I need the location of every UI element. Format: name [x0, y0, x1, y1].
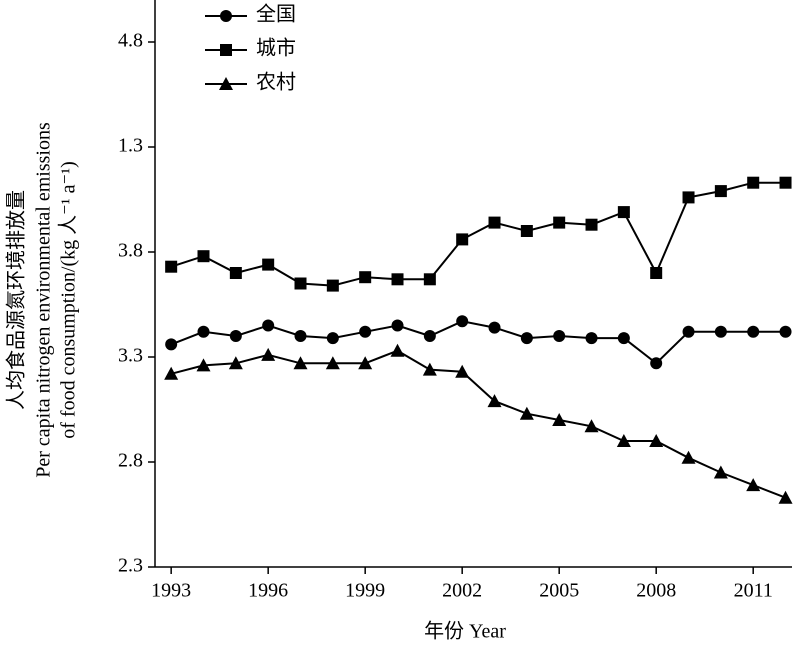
marker: [455, 364, 470, 378]
marker: [456, 315, 469, 328]
marker: [391, 319, 404, 332]
y-tick-label: 3.3: [118, 345, 143, 367]
marker: [519, 406, 534, 420]
legend-label: 全国: [256, 3, 296, 26]
legend-marker: [219, 77, 233, 90]
marker: [747, 325, 760, 338]
marker: [778, 490, 793, 504]
marker: [423, 330, 436, 342]
y-tick-label: 1.3: [118, 135, 143, 157]
marker: [293, 356, 308, 370]
legend-marker: [220, 44, 232, 56]
legend-marker: [220, 10, 232, 22]
marker: [584, 419, 599, 433]
x-tick-label: 2008: [636, 580, 676, 602]
marker: [488, 321, 501, 334]
x-tick-label: 1993: [151, 580, 191, 602]
marker: [713, 465, 728, 479]
marker: [229, 267, 242, 279]
marker: [746, 478, 761, 492]
marker: [325, 356, 340, 370]
marker: [714, 325, 727, 338]
series-line: [170, 349, 786, 499]
y-tick-label: 4.8: [118, 30, 143, 52]
marker: [488, 216, 501, 229]
marker: [294, 330, 307, 342]
marker: [359, 271, 372, 284]
marker: [585, 332, 598, 345]
y-tick-label: 3.8: [118, 240, 143, 262]
marker: [456, 233, 469, 246]
legend-label: 农村: [256, 71, 296, 94]
marker: [779, 325, 792, 338]
marker: [681, 450, 696, 464]
marker: [229, 330, 242, 342]
x-tick-label: 1999: [345, 580, 385, 602]
x-tick-label: 2005: [539, 580, 579, 602]
marker: [390, 343, 405, 357]
marker: [553, 330, 566, 342]
marker: [552, 413, 567, 426]
marker: [616, 434, 631, 447]
y-axis-label: 人均食品源氮环境排放量: [5, 190, 28, 410]
y-tick-label: 2.8: [118, 450, 143, 472]
x-tick-label: 2011: [734, 580, 773, 602]
marker: [197, 325, 210, 338]
marker: [617, 332, 630, 345]
marker: [294, 277, 307, 290]
marker: [326, 332, 339, 345]
marker: [228, 356, 243, 370]
marker: [747, 176, 760, 189]
marker: [165, 260, 178, 273]
marker: [358, 356, 373, 370]
marker: [714, 185, 727, 198]
marker: [779, 176, 792, 189]
marker: [682, 191, 695, 204]
marker: [422, 362, 437, 376]
x-tick-label: 2002: [442, 580, 482, 602]
marker: [649, 434, 664, 447]
marker: [261, 347, 276, 361]
marker: [262, 258, 275, 271]
marker: [553, 216, 566, 229]
marker: [165, 338, 178, 351]
marker: [617, 206, 630, 219]
marker: [262, 319, 275, 332]
marker: [423, 273, 436, 286]
y-axis-label: of food consumption/(kg 人⁻¹ a⁻¹): [57, 161, 80, 439]
marker: [585, 218, 598, 231]
marker: [326, 279, 339, 292]
y-tick-label: 2.3: [118, 555, 143, 577]
marker: [650, 357, 663, 370]
marker: [391, 273, 404, 286]
marker: [164, 366, 179, 380]
marker: [359, 325, 372, 338]
x-tick-label: 1996: [248, 580, 288, 602]
marker: [196, 358, 211, 372]
y-axis-label: Per capita nitrogen environmental emissi…: [33, 122, 55, 478]
marker: [682, 325, 695, 338]
x-axis-label: 年份 Year: [424, 620, 506, 643]
marker: [487, 394, 502, 408]
marker: [197, 250, 210, 263]
marker: [520, 332, 533, 345]
marker: [520, 225, 533, 237]
legend-label: 城市: [256, 37, 296, 60]
marker: [650, 267, 663, 279]
